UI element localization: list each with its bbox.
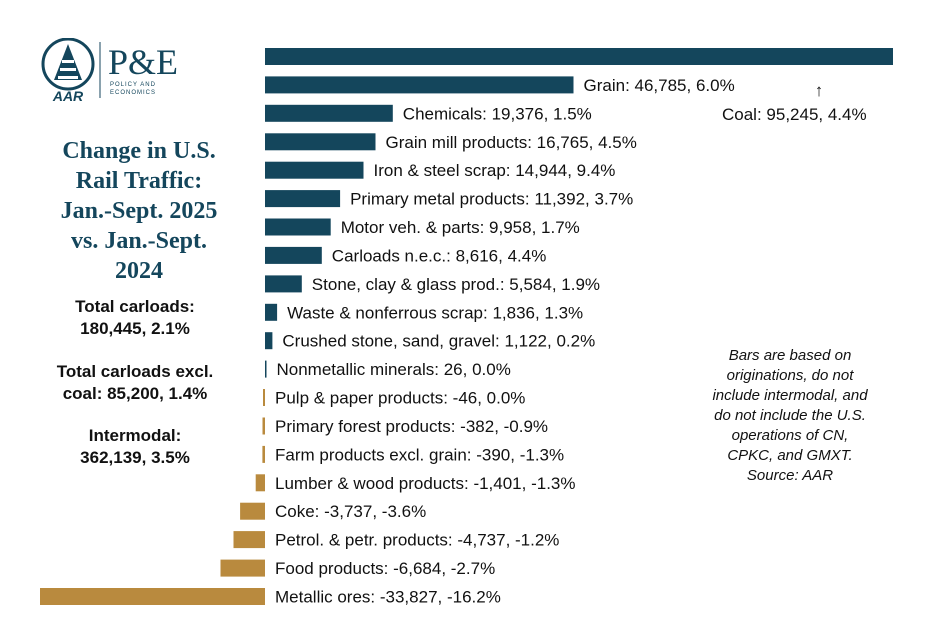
pe-logo-subtitle-1: POLICY AND (110, 82, 156, 88)
bar-stone-clay-glass-prod (265, 275, 302, 293)
bar-label-nonmetallic-minerals: Nonmetallic minerals: 26, 0.0% (277, 360, 511, 379)
bar-primary-forest-products (262, 417, 265, 435)
source-note-line: CPKC, and GMXT. (727, 447, 853, 464)
bar-label-food-products: Food products: -6,684, -2.7% (275, 559, 495, 578)
source-note-line: Source: AAR (746, 467, 834, 484)
bar-label-lumber-wood-products: Lumber & wood products: -1,401, -1.3% (275, 474, 576, 493)
chart-title-line: Jan.-Sept. 2025 (60, 198, 218, 224)
bar-label-waste-nonferrous-scrap: Waste & nonferrous scrap: 1,836, 1.3% (287, 303, 583, 322)
source-note-line: include intermodal, and (712, 387, 868, 404)
bar-label-primary-metal-products: Primary metal products: 11,392, 3.7% (350, 190, 633, 209)
coal-arrow-annotation: ↑ (815, 81, 824, 100)
source-note: Bars are based on originations, do not i… (690, 346, 890, 486)
source-note-line: do not include the U.S. (714, 407, 866, 424)
source-note-line: originations, do not (726, 367, 854, 384)
chart-title-line: Change in U.S. (62, 138, 216, 164)
total-carloads-excl-coal-label: Total carloads excl. (56, 362, 214, 381)
bar-grain-mill-products (265, 133, 376, 151)
chart-title: Change in U.S. Rail Traffic: Jan.-Sept. … (14, 136, 264, 286)
bar-farm-products-excl-grain (262, 445, 265, 463)
total-carloads-excl-coal-value: coal: 85,200, 1.4% (62, 384, 208, 403)
aar-logo-text: AAR (52, 88, 84, 104)
bar-coke (240, 502, 265, 520)
bar-label-primary-forest-products: Primary forest products: -382, -0.9% (275, 417, 548, 436)
bar-lumber-wood-products (255, 474, 265, 492)
total-carloads-label: Total carloads: (75, 297, 195, 316)
aar-logo-icon: AAR (41, 38, 95, 104)
bar-coal (265, 48, 893, 65)
total-carloads-stat: Total carloads: 180,445, 2.1% (20, 296, 250, 340)
bar-crushed-stone-sand-gravel (265, 332, 273, 350)
bar-iron-steel-scrap (265, 161, 364, 179)
aar-pe-logo: AAR P&E POLICY AND ECONOMICS (41, 38, 178, 104)
source-note-line: Bars are based on (728, 347, 852, 364)
pe-logo: P&E POLICY AND ECONOMICS (108, 42, 178, 96)
intermodal-label: Intermodal: (88, 426, 182, 445)
bar-label-coal: Coal: 95,245, 4.4% (722, 105, 867, 124)
pe-logo-subtitle-2: ECONOMICS (110, 90, 156, 96)
intermodal-value: 362,139, 3.5% (80, 448, 190, 467)
chart-title-line: 2024 (115, 258, 163, 284)
source-note-line: operations of CN, (731, 427, 849, 444)
bar-food-products (220, 559, 265, 577)
bar-petrol-petr-products (233, 531, 265, 549)
total-carloads-value: 180,445, 2.1% (80, 319, 190, 338)
bar-primary-metal-products (265, 190, 341, 208)
bar-nonmetallic-minerals (265, 360, 267, 378)
bar-label-iron-steel-scrap: Iron & steel scrap: 14,944, 9.4% (374, 161, 616, 180)
bar-label-metallic-ores: Metallic ores: -33,827, -16.2% (275, 588, 501, 607)
bar-label-grain-mill-products: Grain mill products: 16,765, 4.5% (386, 133, 637, 152)
bar-label-stone-clay-glass-prod: Stone, clay & glass prod.: 5,584, 1.9% (312, 275, 600, 294)
chart-title-line: Rail Traffic: (75, 168, 203, 194)
bar-label-coke: Coke: -3,737, -3.6% (275, 502, 426, 521)
bar-label-carloads-n-e-c: Carloads n.e.c.: 8,616, 4.4% (332, 246, 547, 265)
bar-label-pulp-paper-products: Pulp & paper products: -46, 0.0% (275, 389, 525, 408)
bar-pulp-paper-products (263, 389, 265, 406)
bar-label-motor-veh-parts: Motor veh. & parts: 9,958, 1.7% (341, 218, 580, 237)
total-carloads-excl-coal-stat: Total carloads excl. coal: 85,200, 1.4% (20, 361, 250, 405)
bar-carloads-n-e-c (265, 246, 322, 264)
pe-logo-text: P&E (108, 42, 178, 82)
bar-label-farm-products-excl-grain: Farm products excl. grain: -390, -1.3% (275, 445, 564, 464)
chart-title-line: vs. Jan.-Sept. (70, 228, 208, 254)
bar-grain (265, 76, 574, 94)
bar-label-chemicals: Chemicals: 19,376, 1.5% (403, 104, 592, 123)
bar-chemicals (265, 104, 393, 122)
bar-label-grain: Grain: 46,785, 6.0% (584, 76, 735, 95)
bar-label-petrol-petr-products: Petrol. & petr. products: -4,737, -1.2% (275, 531, 559, 550)
intermodal-stat: Intermodal: 362,139, 3.5% (20, 425, 250, 469)
bar-motor-veh-parts (265, 218, 331, 236)
bar-label-crushed-stone-sand-gravel: Crushed stone, sand, gravel: 1,122, 0.2% (282, 332, 595, 351)
bar-metallic-ores (40, 588, 265, 605)
bar-waste-nonferrous-scrap (265, 303, 278, 321)
